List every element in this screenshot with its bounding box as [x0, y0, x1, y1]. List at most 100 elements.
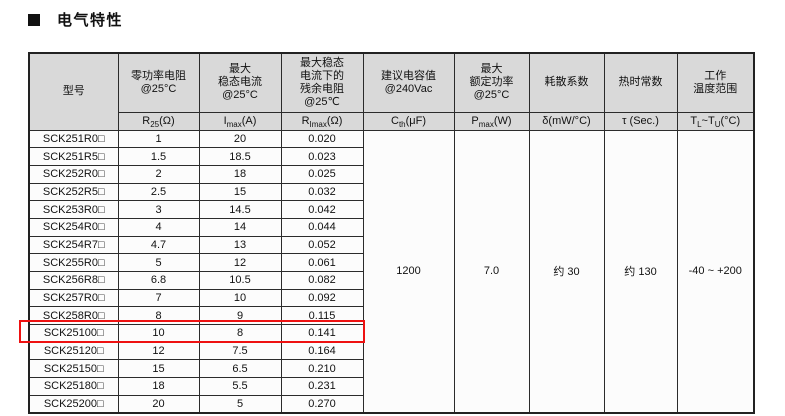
- cell-imax: 7.5: [198, 341, 282, 361]
- cell-temp-merged: -40 ~ +200: [676, 129, 755, 414]
- cell-r25: 8: [117, 306, 200, 326]
- cell-rimax: 0.052: [280, 235, 364, 255]
- unit-tau: τ (Sec.): [603, 111, 678, 131]
- cell-model: SCK25200□: [28, 394, 119, 414]
- cell-imax: 14.5: [198, 200, 282, 219]
- cell-model: SCK252R5□: [28, 182, 119, 202]
- cell-rimax: 0.141: [280, 324, 364, 343]
- cell-model: SCK256R8□: [28, 271, 119, 290]
- cell-imax: 5: [198, 394, 282, 414]
- cell-rimax: 0.092: [280, 288, 364, 308]
- unit-r25: R25(Ω): [117, 111, 200, 131]
- cell-imax: 5.5: [198, 377, 282, 396]
- cell-rimax: 0.023: [280, 147, 364, 166]
- cell-model: SCK25120□: [28, 341, 119, 361]
- cell-r25: 12: [117, 341, 200, 361]
- table-row: SCK252R0□ 2 18 0.025: [28, 164, 754, 184]
- cell-rimax: 0.025: [280, 164, 364, 184]
- electrical-characteristics-table: 型号 零功率电阻 @25°C 最大 稳态电流 @25°C 最大稳态 电流下的 残…: [28, 52, 755, 414]
- cell-rimax: 0.115: [280, 306, 364, 326]
- unit-imax: Imax(A): [198, 111, 282, 131]
- cell-rimax: 0.032: [280, 182, 364, 202]
- cell-model: SCK257R0□: [28, 288, 119, 308]
- section-title-label: 电气特性: [57, 12, 124, 29]
- cell-imax: 14: [198, 217, 282, 237]
- cell-rimax: 0.044: [280, 217, 364, 237]
- table-row: SCK252R5□ 2.5 15 0.032: [28, 182, 754, 202]
- cell-imax: 20: [198, 129, 282, 149]
- header-residual-resistance: 最大稳态 电流下的 残余电阻 @25℃: [280, 52, 364, 113]
- cell-model: SCK254R7□: [28, 235, 119, 255]
- section-bullet-icon: [28, 14, 40, 26]
- header-operating-temp-range: 工作 温度范围: [676, 52, 755, 113]
- cell-r25: 3: [117, 200, 200, 219]
- cell-pmax-merged: 7.0: [453, 129, 530, 414]
- header-row-units: R25(Ω) Imax(A) RImax(Ω) Cth(μF) Pmax(W) …: [29, 111, 755, 131]
- table-row-highlighted: SCK25100□ 10 8 0.141: [28, 324, 754, 343]
- table-row: SCK25120□ 12 7.5 0.164: [28, 341, 754, 361]
- table-row: SCK251R0□ 1 20 0.020 1200 7.0 约 30 约 130…: [28, 129, 755, 414]
- cell-tau-merged: 约 130: [603, 129, 678, 414]
- cell-r25: 20: [117, 394, 200, 414]
- unit-temp-range: TL~TU(°C): [676, 111, 755, 131]
- cell-imax: 8: [198, 324, 282, 343]
- header-max-rated-power: 最大 额定功率 @25°C: [453, 52, 530, 113]
- cell-model: SCK255R0□: [28, 253, 119, 272]
- cell-imax: 18: [198, 164, 282, 184]
- cell-model: SCK25180□: [28, 377, 119, 396]
- cell-r25: 2: [117, 164, 200, 184]
- unit-delta: δ(mW/°C): [528, 111, 605, 131]
- table-row: SCK25150□ 15 6.5 0.210: [28, 359, 754, 379]
- cell-rimax: 0.061: [280, 253, 364, 272]
- cell-r25: 4: [117, 217, 200, 237]
- table-row: SCK256R8□ 6.8 10.5 0.082: [28, 271, 754, 290]
- cell-rimax: 0.270: [280, 394, 364, 414]
- cell-r25: 10: [117, 324, 200, 343]
- cell-model: SCK253R0□: [28, 200, 119, 219]
- table-row: SCK255R0□ 5 12 0.061: [28, 253, 754, 272]
- cell-r25: 1: [117, 129, 200, 149]
- table-row: SCK257R0□ 7 10 0.092: [28, 288, 754, 308]
- cell-r25: 15: [117, 359, 200, 379]
- cell-model: SCK25100□: [28, 324, 119, 343]
- table-row: SCK25200□ 20 5 0.270: [28, 394, 754, 414]
- unit-cth: Cth(μF): [362, 111, 455, 131]
- cell-imax: 13: [198, 235, 282, 255]
- cell-r25: 2.5: [117, 182, 200, 202]
- cell-rimax: 0.210: [280, 359, 364, 379]
- header-max-steady-current: 最大 稳态电流 @25°C: [198, 52, 282, 113]
- cell-model: SCK251R5□: [28, 147, 119, 166]
- cell-r25: 7: [117, 288, 200, 308]
- cell-imax: 10: [198, 288, 282, 308]
- table-row: SCK251R5□ 1.5 18.5 0.023: [28, 147, 754, 166]
- header-zero-power-resistance: 零功率电阻 @25°C: [117, 52, 200, 113]
- cell-imax: 12: [198, 253, 282, 272]
- cell-r25: 6.8: [117, 271, 200, 290]
- cell-imax: 9: [198, 306, 282, 326]
- cell-r25: 4.7: [117, 235, 200, 255]
- table-row: SCK25180□ 18 5.5 0.231: [28, 377, 754, 396]
- header-model: 型号: [28, 52, 119, 131]
- header-thermal-time-constant: 热时常数: [603, 52, 678, 113]
- cell-imax: 10.5: [198, 271, 282, 290]
- cell-rimax: 0.042: [280, 200, 364, 219]
- header-recommended-capacitance: 建议电容值 @240Vac: [362, 52, 455, 113]
- cell-r25: 18: [117, 377, 200, 396]
- cell-model: SCK258R0□: [28, 306, 119, 326]
- table-row: SCK254R0□ 4 14 0.044: [28, 217, 754, 237]
- cell-model: SCK252R0□: [28, 164, 119, 184]
- cell-delta-merged: 约 30: [528, 129, 605, 414]
- cell-r25: 5: [117, 253, 200, 272]
- cell-rimax: 0.231: [280, 377, 364, 396]
- cell-imax: 15: [198, 182, 282, 202]
- cell-cth-merged: 1200: [362, 129, 455, 414]
- unit-rimax: RImax(Ω): [280, 111, 364, 131]
- cell-model: SCK25150□: [28, 359, 119, 379]
- cell-model: SCK251R0□: [28, 129, 119, 149]
- cell-rimax: 0.020: [280, 129, 364, 149]
- cell-rimax: 0.164: [280, 341, 364, 361]
- cell-imax: 6.5: [198, 359, 282, 379]
- header-dissipation-factor: 耗散系数: [528, 52, 605, 113]
- cell-rimax: 0.082: [280, 271, 364, 290]
- cell-model: SCK254R0□: [28, 217, 119, 237]
